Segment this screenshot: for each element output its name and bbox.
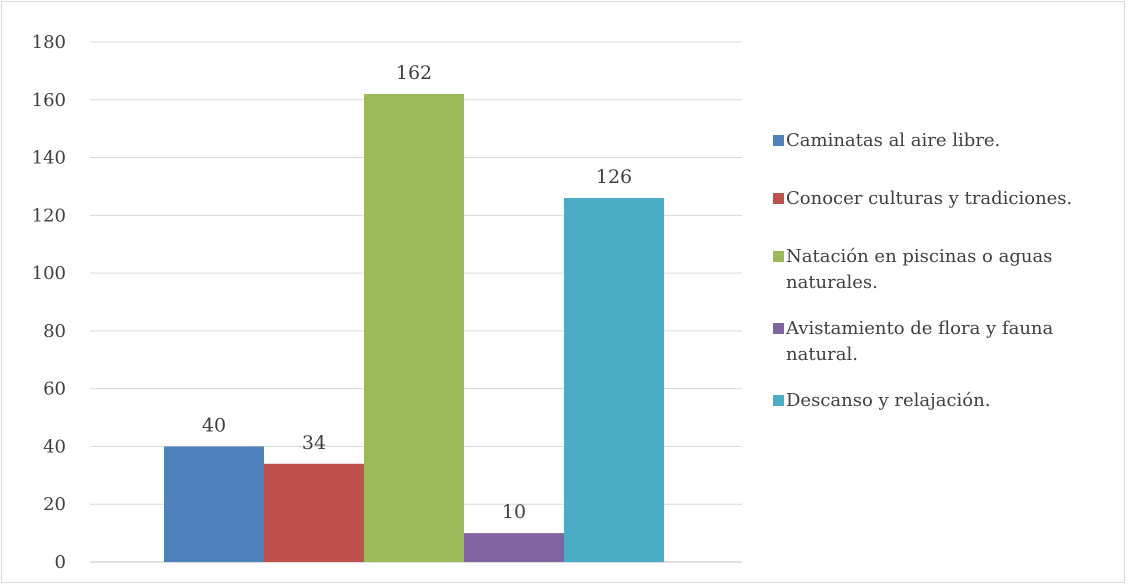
legend-item: Descanso y relajación.: [773, 388, 1118, 414]
data-label: 40: [202, 414, 226, 436]
y-tick-label: 60: [43, 379, 66, 400]
bar: [164, 446, 264, 562]
bar: [464, 533, 564, 562]
legend-label: Natación en piscinas o aguas naturales.: [786, 246, 1053, 293]
legend-swatch: [773, 193, 784, 204]
legend-label: Caminatas al aire libre.: [786, 130, 1001, 151]
bars: [164, 94, 664, 562]
y-tick-label: 120: [32, 205, 66, 226]
bar: [364, 94, 464, 562]
y-tick-label: 160: [32, 90, 66, 111]
legend-item: Caminatas al aire libre.: [773, 128, 1118, 154]
legend-label: Avistamiento de flora y fauna natural.: [786, 318, 1054, 365]
legend-swatch: [773, 251, 784, 262]
legend-swatch: [773, 323, 784, 334]
legend-item: Avistamiento de flora y fauna natural.: [773, 316, 1118, 368]
y-axis-ticks: 0 20 40 60 80 100 120 140 160 180: [32, 32, 66, 573]
y-tick-label: 80: [43, 321, 66, 342]
data-label: 162: [396, 62, 432, 84]
data-labels: 40 34 162 10 126: [202, 62, 632, 523]
legend-label: Conocer culturas y tradiciones.: [786, 188, 1073, 209]
legend-swatch: [773, 135, 784, 146]
legend-item: Natación en piscinas o aguas naturales.: [773, 244, 1118, 296]
y-tick-label: 20: [43, 494, 66, 515]
y-tick-label: 140: [32, 148, 66, 169]
bar: [564, 198, 664, 562]
bar: [264, 463, 364, 562]
data-label: 126: [596, 166, 632, 188]
data-label: 10: [502, 501, 526, 523]
legend-label: Descanso y relajación.: [786, 390, 991, 411]
y-tick-label: 40: [43, 436, 66, 457]
y-tick-label: 180: [32, 32, 66, 53]
y-tick-label: 0: [55, 552, 66, 573]
y-tick-label: 100: [32, 263, 66, 284]
legend-item: Conocer culturas y tradiciones.: [773, 186, 1118, 212]
legend-swatch: [773, 395, 784, 406]
data-label: 34: [302, 432, 326, 454]
